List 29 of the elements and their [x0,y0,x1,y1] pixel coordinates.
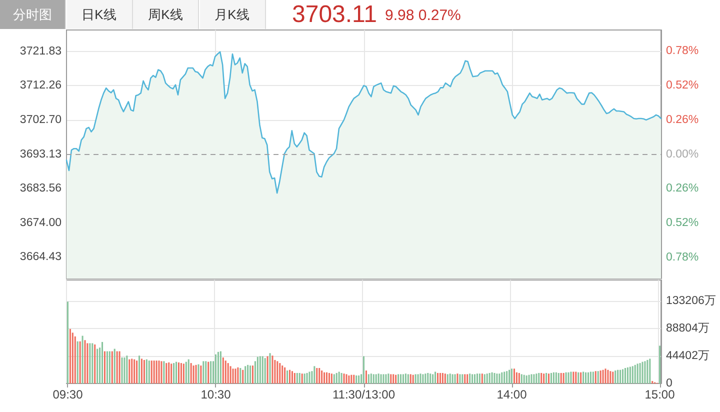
x-tick-label: 09:30 [52,388,84,402]
y2-tick-label: 0.52% [666,79,699,92]
chart-subtitle: 9.98 0.27% [385,7,461,25]
y-tick-label: 88804万 [666,321,710,334]
x-tick-label: 10:30 [200,388,232,402]
y2-tick-label: 0.00% [666,148,699,160]
chart-title: 3703.11 [292,1,377,28]
y-tick-label: 3693.13 [20,148,62,160]
x-tick-label: 14:00 [496,388,528,402]
y2-tick-label: 0.78% [666,251,699,264]
y-tick-label: 0 [666,378,672,390]
y-tick-label: 3674.00 [20,216,62,229]
y-tick-label: 3712.26 [20,80,62,92]
y2-tick-label: 0.26% [666,114,699,126]
y-tick-label: 133206万 [666,294,716,307]
y2-tick-label: 0.52% [666,217,699,230]
text: 月K线 [200,0,266,29]
y-tick-label: 3702.70 [20,114,62,126]
x-tick-label: 11:30/13:00 [332,388,396,402]
y2-tick-label: 0.78% [666,45,699,58]
y2-tick-label: 0.26% [666,182,699,195]
text: 日K线 [66,0,132,29]
text: 分时图 [0,0,66,29]
y-tick-label: 3664.43 [20,251,62,264]
y-tick-label: 3683.56 [20,182,62,195]
x-tick-label: 15:00 [644,388,676,402]
y-tick-label: 3721.83 [20,45,62,58]
y-tick-label: 44402万 [666,348,710,362]
text: 周K线 [133,0,199,29]
